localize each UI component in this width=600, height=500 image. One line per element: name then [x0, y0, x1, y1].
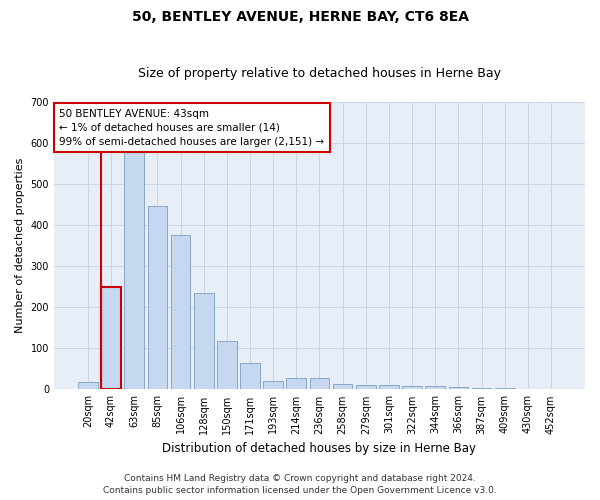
Bar: [170, 235, 190, 390]
Bar: [240, 362, 260, 390]
Bar: [194, 293, 214, 390]
Bar: [333, 384, 352, 390]
X-axis label: Distribution of detached houses by size in Herne Bay: Distribution of detached houses by size …: [163, 442, 476, 455]
Bar: [124, 151, 144, 390]
Y-axis label: Number of detached properties: Number of detached properties: [15, 158, 25, 333]
Title: Size of property relative to detached houses in Herne Bay: Size of property relative to detached ho…: [138, 66, 501, 80]
Bar: [78, 382, 98, 390]
Text: 50 BENTLEY AVENUE: 43sqm
← 1% of detached houses are smaller (14)
99% of semi-de: 50 BENTLEY AVENUE: 43sqm ← 1% of detache…: [59, 108, 325, 146]
Bar: [263, 381, 283, 390]
Bar: [402, 386, 422, 390]
Bar: [495, 388, 515, 390]
Bar: [449, 388, 468, 390]
Bar: [217, 341, 236, 390]
Bar: [379, 386, 399, 390]
Bar: [310, 378, 329, 390]
Bar: [472, 388, 491, 390]
Bar: [286, 378, 306, 390]
Bar: [425, 386, 445, 390]
Bar: [148, 206, 167, 390]
Text: Contains HM Land Registry data © Crown copyright and database right 2024.
Contai: Contains HM Land Registry data © Crown c…: [103, 474, 497, 495]
Bar: [356, 386, 376, 390]
Bar: [101, 288, 121, 390]
Text: 50, BENTLEY AVENUE, HERNE BAY, CT6 8EA: 50, BENTLEY AVENUE, HERNE BAY, CT6 8EA: [131, 10, 469, 24]
